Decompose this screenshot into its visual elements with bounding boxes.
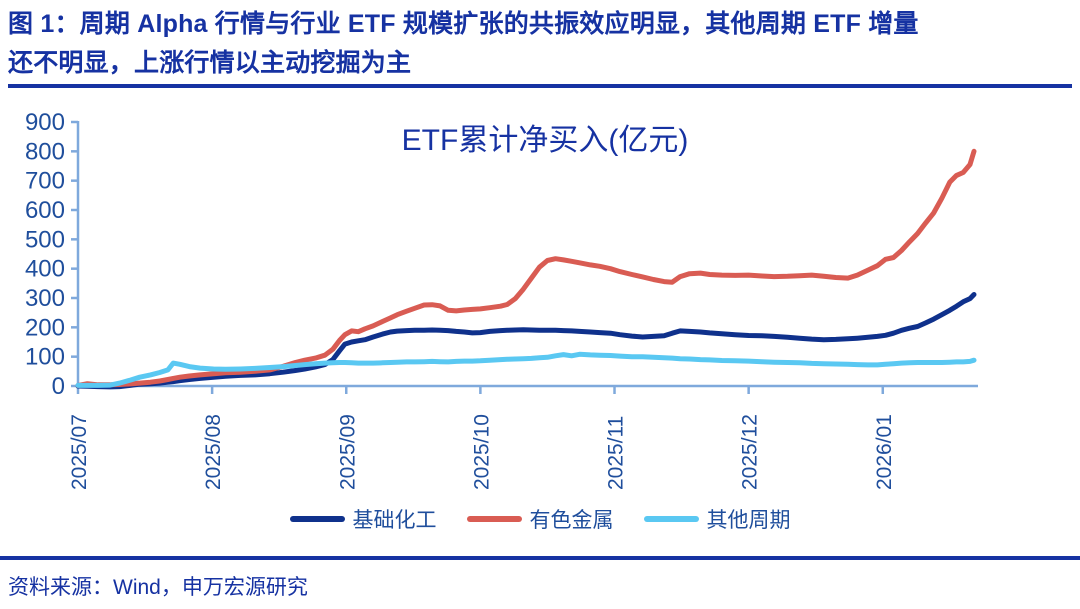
- y-tick-label: 400: [25, 256, 65, 283]
- axis-lines: [76, 121, 978, 388]
- legend-label: 有色金属: [529, 509, 614, 532]
- x-tick-label: 2025/07: [68, 414, 91, 490]
- y-tick-label: 600: [25, 197, 65, 224]
- legend-label: 基础化工: [352, 509, 437, 532]
- x-tick-label: 2026/01: [873, 414, 896, 490]
- chart-legend: 基础化工 有色金属 其他周期: [0, 504, 1080, 534]
- legend-item-其他周期: 其他周期: [643, 504, 791, 534]
- figure-title-line1: 图 1：周期 Alpha 行情与行业 ETF 规模扩张的共振效应明显，其他周期 …: [8, 10, 919, 38]
- x-tick-label: 2025/09: [336, 414, 359, 490]
- legend-item-有色金属: 有色金属: [466, 504, 614, 534]
- source-note: 资料来源：Wind，申万宏源研究: [8, 576, 308, 599]
- y-tick-label: 0: [52, 373, 65, 400]
- x-tick-label: 2025/12: [739, 414, 762, 490]
- legend-label: 其他周期: [706, 509, 791, 532]
- title-underline-rule: [8, 84, 1072, 88]
- etf-line-chart: ETF累计净买入(亿元) 0 100 200 300 400 500 600 700 800 900…: [0, 95, 1080, 500]
- legend-swatch: [289, 516, 345, 522]
- figure-title-line2: 还不明显，上涨行情以主动挖掘为主: [8, 49, 412, 77]
- x-tick-label: 2025/10: [470, 414, 493, 490]
- figure-title: 图 1：周期 Alpha 行情与行业 ETF 规模扩张的共振效应明显，其他周期 …: [8, 5, 1074, 83]
- y-tick-label: 100: [25, 344, 65, 371]
- series-line-有色金属: [75, 148, 977, 388]
- y-tick-label: 800: [25, 138, 65, 165]
- legend-swatch: [643, 516, 699, 522]
- chart-title: ETF累计净买入(亿元): [402, 124, 689, 157]
- x-tick-label: 2025/11: [605, 416, 628, 490]
- y-tick-label: 700: [25, 168, 65, 195]
- y-tick-label: 500: [25, 226, 65, 253]
- x-tick-label: 2025/08: [202, 414, 225, 490]
- series-line-基础化工: [75, 292, 977, 390]
- y-tick-label: 300: [25, 285, 65, 312]
- y-tick-label: 200: [25, 314, 65, 341]
- figure-bottom-rule: [0, 556, 1080, 560]
- y-tick-label: 900: [25, 109, 65, 136]
- legend-item-基础化工: 基础化工: [289, 504, 437, 534]
- series-line-其他周期: [75, 351, 977, 388]
- legend-swatch: [466, 516, 522, 522]
